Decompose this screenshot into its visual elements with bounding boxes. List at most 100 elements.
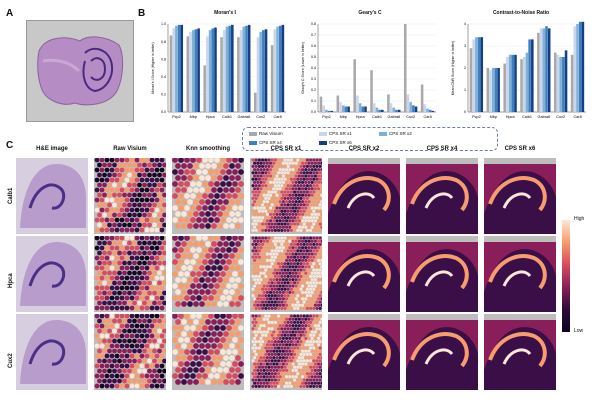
spot xyxy=(251,171,255,175)
bar-hpca-1 xyxy=(506,57,509,112)
spot xyxy=(301,258,305,262)
spot xyxy=(94,314,100,319)
spot xyxy=(147,378,152,384)
spot xyxy=(289,274,293,278)
spot xyxy=(238,337,244,343)
spot xyxy=(132,300,137,306)
spot xyxy=(288,239,292,243)
spot xyxy=(259,343,263,347)
x-tick-label: Hpca xyxy=(506,115,516,119)
spot xyxy=(152,328,157,334)
spot xyxy=(261,255,265,259)
spot xyxy=(286,346,290,350)
spot xyxy=(262,225,266,229)
spot xyxy=(97,348,102,354)
spot xyxy=(272,219,276,223)
spot xyxy=(291,349,295,353)
spot xyxy=(265,225,269,229)
spot xyxy=(305,209,309,213)
spot xyxy=(122,348,127,354)
spot xyxy=(312,314,316,318)
spot xyxy=(238,349,244,355)
spot xyxy=(310,381,314,385)
spot xyxy=(281,349,285,353)
spot xyxy=(175,223,181,229)
spot xyxy=(272,362,276,366)
spot xyxy=(304,381,308,385)
spot xyxy=(265,206,269,210)
spot xyxy=(262,265,266,269)
spot xyxy=(283,196,287,200)
spot xyxy=(288,368,292,372)
spot xyxy=(277,222,281,226)
spot xyxy=(94,227,100,233)
spot xyxy=(102,270,107,276)
spot xyxy=(264,236,268,240)
spot xyxy=(281,252,285,256)
spot xyxy=(99,373,105,379)
spot xyxy=(253,303,257,307)
spot xyxy=(304,343,308,347)
spot xyxy=(285,368,289,372)
spot xyxy=(291,362,295,366)
spot xyxy=(261,177,265,181)
spot xyxy=(232,373,238,379)
spot xyxy=(139,323,145,329)
spot xyxy=(270,158,274,162)
spot xyxy=(178,337,184,343)
spot xyxy=(281,381,285,385)
spot xyxy=(157,162,162,168)
spot xyxy=(310,187,314,191)
spot xyxy=(132,260,137,266)
spot xyxy=(299,190,303,194)
spot xyxy=(261,274,265,278)
spot xyxy=(134,333,140,339)
spot xyxy=(214,361,220,367)
expression-high-band xyxy=(410,332,469,368)
spot xyxy=(280,196,284,200)
spot xyxy=(312,203,316,207)
spot xyxy=(109,217,115,223)
spot xyxy=(264,306,268,310)
spot xyxy=(318,222,322,226)
spot xyxy=(280,306,284,310)
spot xyxy=(238,259,244,265)
spot xyxy=(196,217,202,223)
spot xyxy=(320,336,322,340)
spot xyxy=(305,314,309,318)
spot xyxy=(205,253,211,259)
spot xyxy=(270,352,274,356)
spot xyxy=(275,252,279,256)
bar-mbp-2 xyxy=(341,105,345,112)
spot xyxy=(286,306,290,310)
spot xyxy=(217,211,223,217)
spot xyxy=(264,242,268,246)
spot xyxy=(264,158,268,162)
spot xyxy=(309,378,313,382)
spot xyxy=(288,356,292,360)
spot xyxy=(229,379,235,385)
spot xyxy=(107,280,112,286)
spot xyxy=(261,327,265,331)
spot xyxy=(273,262,277,266)
spot xyxy=(317,317,321,321)
spot xyxy=(261,359,265,363)
legend-swatch-x6 xyxy=(319,140,327,145)
spot xyxy=(286,340,290,344)
spot xyxy=(293,352,297,356)
spot xyxy=(129,217,135,223)
bar-mbp-3 xyxy=(344,106,348,112)
spot xyxy=(277,268,281,272)
spot xyxy=(114,197,120,203)
spot xyxy=(278,225,282,229)
spot xyxy=(97,378,102,384)
spot xyxy=(251,216,255,220)
spot xyxy=(259,324,263,328)
spot xyxy=(286,164,290,168)
spot xyxy=(205,301,211,307)
spot xyxy=(144,373,150,379)
spatial-map xyxy=(16,158,88,234)
spot xyxy=(289,359,293,363)
spot xyxy=(202,361,208,367)
spot xyxy=(304,174,308,178)
